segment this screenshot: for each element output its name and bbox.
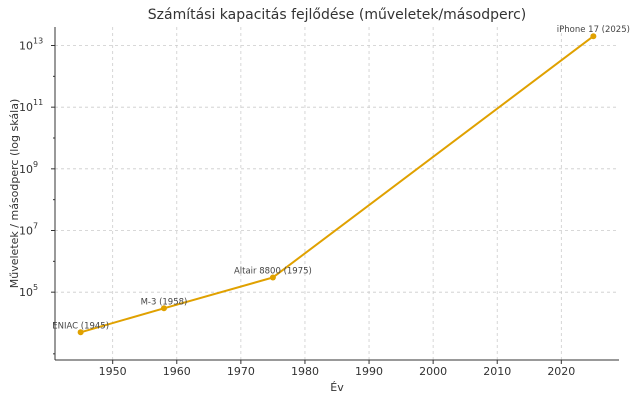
chart-title: Számítási kapacitás fejlődése (műveletek… [148, 7, 526, 23]
x-tick-label: 2010 [483, 365, 511, 378]
y-tick-exponent: 7 [33, 222, 38, 231]
x-tick-label: 1950 [99, 365, 127, 378]
data-point-label: ENIAC (1945) [52, 321, 109, 331]
x-tick-label: 2000 [419, 365, 447, 378]
data-point [590, 33, 597, 40]
series [77, 33, 597, 336]
x-tick-label: 1960 [163, 365, 191, 378]
x-tick-label: 1970 [227, 365, 255, 378]
series-line [80, 35, 594, 334]
y-tick-exponent: 13 [33, 37, 43, 46]
axes [51, 27, 619, 364]
y-tick-label: 10 [19, 163, 33, 176]
x-axis-label: Év [330, 381, 344, 394]
x-tick-label: 2020 [547, 365, 575, 378]
data-point [160, 305, 167, 312]
data-point [77, 329, 84, 336]
y-tick-label: 10 [19, 40, 33, 53]
x-tick-label: 1990 [355, 365, 383, 378]
y-tick-label: 10 [19, 225, 33, 238]
data-point-label: M-3 (1958) [141, 297, 188, 307]
y-tick-label: 10 [19, 101, 33, 114]
data-point-label: Altair 8800 (1975) [234, 266, 312, 276]
y-tick-exponent: 11 [33, 98, 43, 107]
data-point [269, 274, 276, 281]
x-tick-label: 1980 [291, 365, 319, 378]
y-tick-exponent: 5 [33, 283, 38, 292]
y-tick-exponent: 9 [33, 160, 38, 169]
grid [55, 27, 619, 360]
y-axis-label: Műveletek / másodperc (log skála) [8, 99, 21, 288]
point-labels: ENIAC (1945) M-3 (1958) Altair 8800 (1975)… [52, 25, 630, 331]
y-tick-label: 10 [19, 286, 33, 299]
data-point-label: iPhone 17 (2025) [557, 25, 630, 35]
